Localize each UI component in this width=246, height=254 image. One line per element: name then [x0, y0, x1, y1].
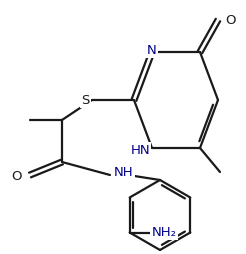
Text: O: O	[12, 170, 22, 183]
Text: NH₂: NH₂	[152, 226, 177, 239]
Text: S: S	[82, 93, 90, 106]
Text: HN: HN	[130, 144, 150, 156]
Text: N: N	[147, 43, 157, 56]
Text: NH: NH	[114, 167, 134, 180]
Text: O: O	[225, 13, 235, 26]
